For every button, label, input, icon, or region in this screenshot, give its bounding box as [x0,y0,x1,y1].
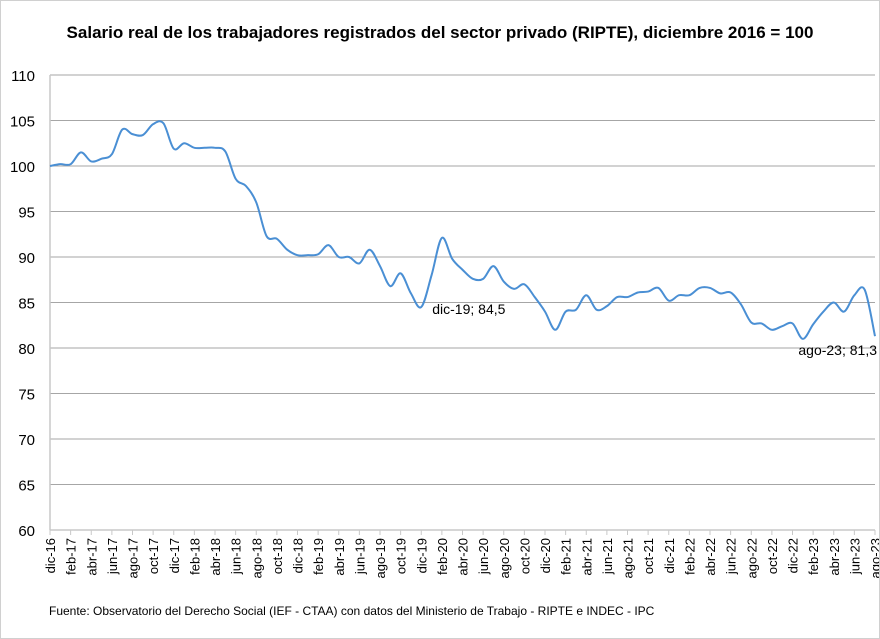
x-tick-label: dic-22 [786,538,801,573]
x-tick-label: ago-23 [868,538,879,578]
x-tick-label: oct-18 [270,538,285,574]
y-tick-label: 100 [10,159,35,176]
source-note: Fuente: Observatorio del Derecho Social … [49,604,655,618]
x-tick-label: jun-19 [352,538,367,575]
x-tick-label: feb-18 [187,538,202,575]
y-tick-label: 80 [18,341,35,358]
y-tick-label: 105 [10,114,35,131]
x-tick-label: dic-21 [662,538,677,573]
x-tick-label: ago-17 [126,538,141,578]
y-tick-label: 75 [18,387,35,404]
x-tick-label: oct-19 [394,538,409,574]
x-tick-label: dic-16 [43,538,58,573]
x-tick-label: ago-19 [373,538,388,578]
x-tick-label: feb-22 [682,538,697,575]
x-tick-label: abr-19 [332,538,347,576]
x-tick-label: abr-23 [827,538,842,576]
x-tick-label: oct-21 [641,538,656,574]
y-tick-label: 70 [18,432,35,449]
x-tick-label: dic-17 [167,538,182,573]
x-tick-label: abr-21 [579,538,594,576]
y-tick-label: 65 [18,478,35,495]
x-tick-label: jun-23 [847,538,862,575]
chart-title: Salario real de los trabajadores registr… [66,23,814,42]
x-tick-label: abr-18 [208,538,223,576]
x-tick-label: oct-22 [765,538,780,574]
y-tick-label: 60 [18,523,35,540]
x-tick-label: feb-21 [559,538,574,575]
series-line [49,120,876,340]
x-tick-label: dic-19 [414,538,429,573]
x-tick-label: ago-22 [744,538,759,578]
x-tick-label: dic-20 [538,538,553,573]
x-tick-label: ago-20 [497,538,512,578]
x-tick-label: feb-23 [806,538,821,575]
x-tick-label: feb-17 [64,538,79,575]
y-tick-label: 95 [18,205,35,222]
y-tick-label: 110 [11,68,35,85]
data-label: dic-19; 84,5 [432,301,505,317]
x-tick-label: feb-20 [435,538,450,575]
x-tick-label: oct-17 [146,538,161,574]
x-tick-label: oct-20 [517,538,532,574]
y-tick-label: 90 [18,250,35,267]
x-tick-label: feb-19 [311,538,326,575]
x-tick-label: jun-17 [105,538,120,575]
x-tick-label: ago-21 [621,538,636,578]
data-label: ago-23; 81,3 [798,342,877,358]
x-tick-label: abr-22 [703,538,718,576]
x-tick-label: abr-20 [456,538,471,576]
x-tick-label: jun-18 [229,538,244,575]
x-tick-label: jun-21 [600,538,615,575]
x-tick-label: abr-17 [84,538,99,576]
y-tick-label: 85 [18,296,35,313]
x-tick-label: jun-20 [476,538,491,575]
x-tick-label: ago-18 [249,538,264,578]
x-tick-label: jun-22 [724,538,739,575]
x-tick-label: dic-18 [291,538,306,573]
